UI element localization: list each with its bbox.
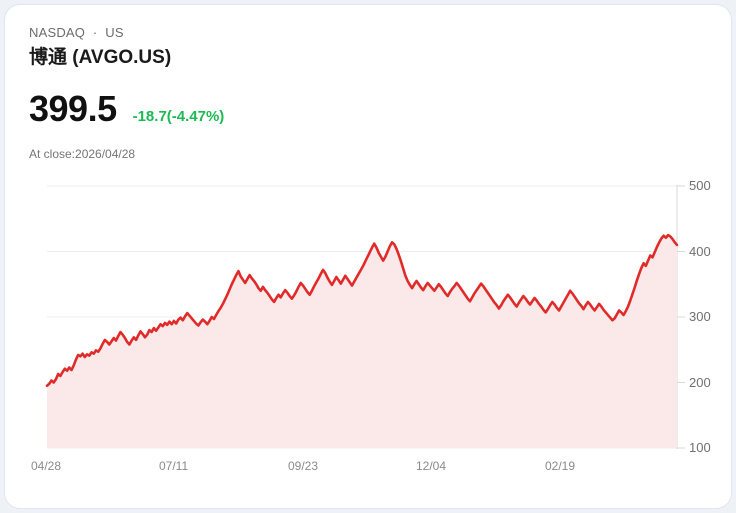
exchange-separator: · xyxy=(92,25,98,40)
chart-y-ticks xyxy=(677,185,685,449)
at-close-timestamp: At close:2026/04/28 xyxy=(29,147,136,161)
y-axis-label: 500 xyxy=(689,178,711,193)
chart-area-fill xyxy=(47,235,677,448)
page-title: 博通 (AVGO.US) xyxy=(29,47,172,68)
x-axis-label: 12/04 xyxy=(416,459,447,473)
x-axis-label: 09/23 xyxy=(288,459,319,473)
y-axis-label: 200 xyxy=(689,374,711,390)
price-change: -18.7(-4.47%) xyxy=(132,108,225,125)
chart-line xyxy=(45,233,679,388)
exchange-name: NASDAQ xyxy=(29,25,86,40)
y-axis-label: 100 xyxy=(689,440,711,455)
chart-svg xyxy=(45,185,685,449)
x-axis-label: 07/11 xyxy=(159,459,189,473)
stock-quote-card: NASDAQ · US 博通 (AVGO.US) 399.5 -18.7(-4.… xyxy=(4,4,732,509)
current-price: 399.5 xyxy=(29,88,117,129)
stock-header: NASDAQ · US 博通 (AVGO.US) xyxy=(29,25,171,71)
exchange-line: NASDAQ · US xyxy=(29,25,171,41)
quote-row: 399.5 -18.7(-4.47%) xyxy=(29,89,224,129)
y-axis-label: 400 xyxy=(689,243,711,259)
y-axis-label: 300 xyxy=(689,309,711,324)
x-axis-label: 04/28 xyxy=(31,459,62,473)
price-chart[interactable] xyxy=(5,165,731,485)
x-axis-label: 02/19 xyxy=(545,459,576,473)
exchange-region: US xyxy=(105,25,124,40)
